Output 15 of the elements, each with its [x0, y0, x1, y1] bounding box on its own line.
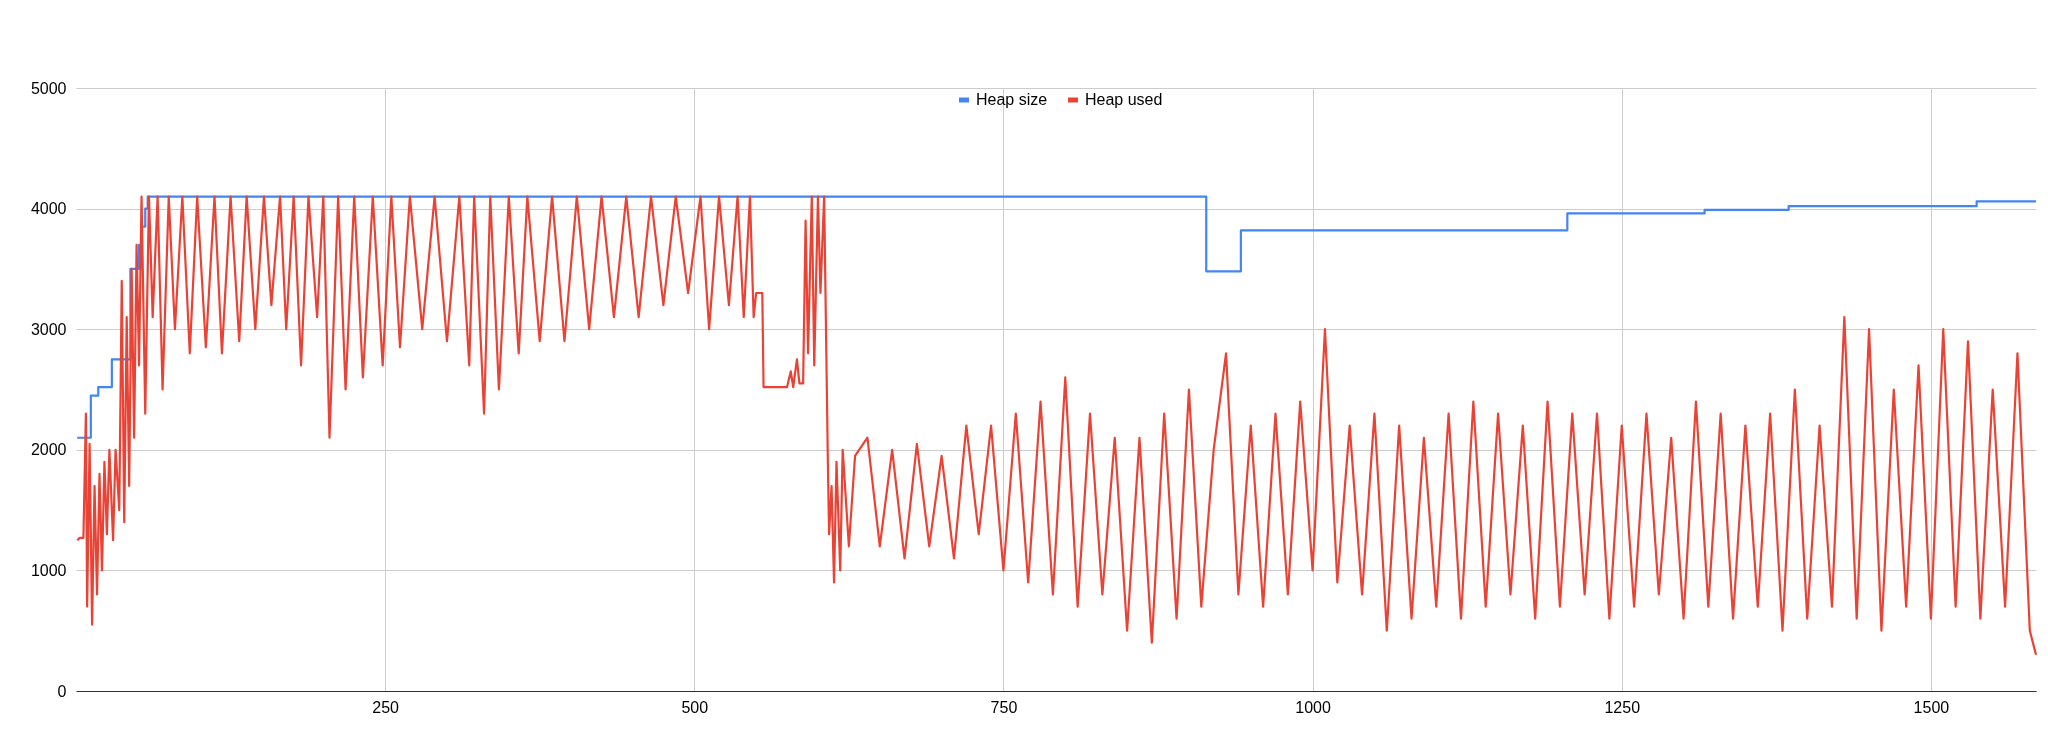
x-tick-label: 1500 — [1913, 698, 1950, 716]
x-tick-label: 1250 — [1604, 698, 1641, 716]
x-tick-label: 250 — [372, 698, 400, 716]
legend-label: Heap size — [976, 91, 1048, 108]
y-tick-label: 5000 — [30, 79, 67, 97]
y-tick-label: 1000 — [30, 561, 67, 579]
x-tick-label: 750 — [990, 698, 1018, 716]
y-tick-label: 3000 — [30, 320, 67, 338]
legend-label: Heap used — [1085, 91, 1163, 108]
x-tick-label: 500 — [681, 698, 709, 716]
x-tick-label: 1000 — [1295, 698, 1331, 716]
y-tick-label: 4000 — [30, 200, 67, 218]
line-series — [76, 195, 2038, 656]
y-tick-label: 0 — [57, 682, 67, 700]
y-tick-label: 2000 — [30, 441, 67, 459]
